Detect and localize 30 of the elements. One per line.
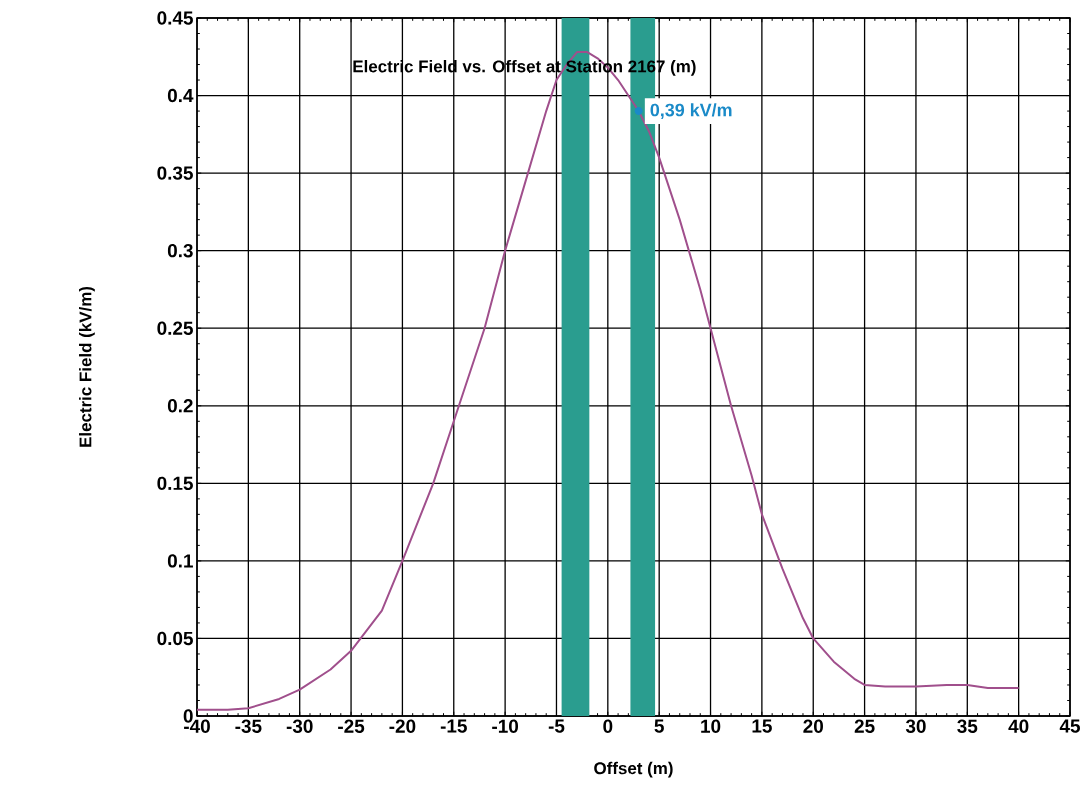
x-tick-label: 25 bbox=[854, 719, 875, 733]
y-tick-label: 0.45 bbox=[157, 11, 193, 25]
y-axis-title: Electric Field (kV/m) bbox=[79, 286, 95, 447]
y-tick-label: 0.1 bbox=[167, 554, 193, 568]
x-tick-label: -30 bbox=[286, 719, 313, 733]
x-tick-label: 30 bbox=[905, 719, 926, 733]
y-tick-label: 0.05 bbox=[157, 631, 193, 646]
x-tick-label: 35 bbox=[957, 719, 978, 733]
x-tick-label: 15 bbox=[752, 719, 772, 733]
x-tick-label: -20 bbox=[389, 719, 416, 733]
y-tick-label: 0.3 bbox=[167, 243, 193, 258]
x-tick-label: 20 bbox=[803, 719, 823, 733]
y-tick-label: 0.15 bbox=[157, 476, 193, 491]
x-tick-label: 40 bbox=[1008, 719, 1029, 733]
y-tick-label: 0.4 bbox=[167, 88, 194, 103]
x-tick-label: -25 bbox=[338, 719, 365, 733]
x-tick-label: -15 bbox=[440, 719, 467, 733]
x-tick-label: 45 bbox=[1059, 719, 1080, 733]
y-tick-label: 0.2 bbox=[167, 399, 193, 413]
x-axis-title: Offset (m) bbox=[594, 761, 673, 778]
y-tick-label: 0.25 bbox=[157, 321, 193, 335]
line-series bbox=[197, 51, 1020, 711]
x-tick-label: 10 bbox=[701, 719, 721, 733]
x-tick-label: -35 bbox=[235, 719, 262, 733]
x-tick-label: 5 bbox=[654, 719, 664, 733]
x-tick-label: -5 bbox=[548, 719, 565, 733]
y-tick-label: 0.35 bbox=[157, 166, 193, 180]
annotation: 0,39 kV/m bbox=[650, 103, 732, 119]
x-tick-label: 0 bbox=[603, 719, 613, 733]
x-tick-label: -10 bbox=[492, 719, 519, 733]
